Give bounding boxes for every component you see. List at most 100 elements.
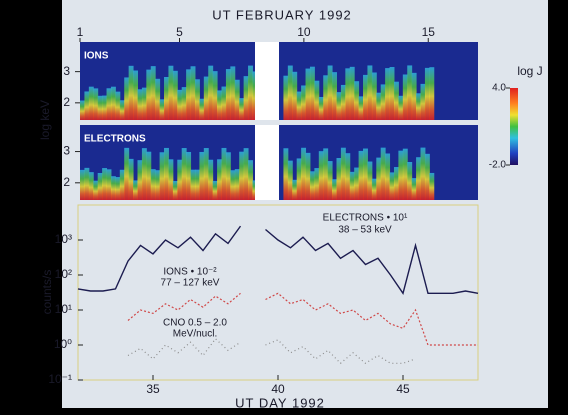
spectrogram-texture [190,169,196,200]
spectrogram-texture [225,69,231,120]
spectrogram-texture [336,158,342,200]
spectrogram-texture [327,161,333,200]
spectrogram-texture [217,159,223,200]
spectrogram-texture [314,80,320,120]
spectrogram-texture [80,100,85,120]
spectrogram-texture [128,158,134,200]
spectrogram-texture [190,66,196,120]
spectrogram-texture [252,180,258,200]
spectrogram-texture [305,152,311,200]
spectrogram-texture [283,75,289,120]
y-tick-label: 10¹ [55,302,72,316]
spectrogram-texture [318,96,324,120]
spectrogram-texture [217,90,223,120]
spectrogram-texture [110,86,116,120]
spectrogram-texture [93,88,99,120]
spectrogram-texture [424,153,430,200]
spectrogram-texture [398,95,404,120]
spectrogram-texture [225,152,231,200]
spectrogram-texture [416,157,422,200]
top-x-tick-label: 5 [176,25,183,39]
x-tick-label: 35 [146,382,160,396]
spectrogram-texture [133,180,138,200]
x-tick-label: 45 [396,382,410,396]
spectrogram-texture [155,78,161,120]
spectrogram-texture [345,68,351,120]
spectrogram-texture [345,153,351,200]
spectrogram-texture [133,70,138,120]
spectrogram-texture [115,177,121,200]
spectrogram-texture [168,159,174,200]
spectrogram-texture [385,68,391,120]
spectrogram-texture [385,153,391,200]
colorbar-label: log J [517,64,542,78]
spectrogram-texture [84,91,90,120]
panel-label: ELECTRONS [84,134,146,145]
spectrogram-texture [230,170,236,200]
x-tick-label: 40 [271,382,285,396]
spectrogram-texture [407,161,413,200]
spectrogram-texture [110,176,116,200]
spectrogram-texture [309,171,315,200]
spectrogram-y-tick-label: 3 [63,144,70,158]
line-y-label: counts/s [40,270,54,315]
spectrogram-texture [354,81,360,120]
spectrogram-texture [102,95,108,120]
spectrogram-texture [301,85,307,120]
annotation: ELECTRONS • 10¹ [323,213,408,224]
top-x-tick-label: 10 [297,25,311,39]
annotation: IONS • 10⁻² [163,267,217,278]
spectrogram-texture [146,69,152,120]
spectrogram-texture [309,66,315,120]
spectrogram-texture [172,180,178,200]
spectrogram-texture [252,71,258,120]
spectrogram-texture [194,169,200,200]
spectrogram-texture [420,147,426,200]
spectrogram-texture [332,72,337,120]
spectrogram-texture [336,92,342,120]
spectrogram-texture [93,180,99,200]
spectrogram-texture [199,151,205,200]
y-tick-label: 10⁰ [54,337,72,351]
spectrogram-texture [141,148,147,200]
spectrogram-texture [239,151,245,200]
spectrogram-texture [168,65,174,120]
spectrogram-texture [380,84,386,120]
colorbar-tick-label: -2.0 [489,160,507,171]
spectrogram-texture [367,65,373,120]
spectrogram-texture [124,147,130,200]
spectrogram-texture [199,98,205,120]
spectrogram-texture [292,71,298,120]
spectrogram-texture [234,169,240,200]
series-line [127,337,416,365]
spectrogram-y-label: log keV [38,100,52,140]
spectrogram-y-tick-label: 2 [63,175,70,189]
y-tick-label: 10³ [55,232,72,246]
spectrogram-texture [181,87,187,120]
spectrogram-texture [203,76,209,120]
spectrogram-texture [283,148,289,200]
spectrogram-texture [407,65,413,120]
spectrogram-texture [332,179,337,200]
spectrogram-texture [327,65,333,120]
spectrogram-texture [340,84,346,120]
spectrogram-texture [243,76,249,120]
spectrogram-texture [314,168,320,200]
spectrogram-texture [376,92,382,120]
spectrogram-texture [340,147,346,200]
spectrogram-texture [411,72,417,120]
colorbar [510,88,518,165]
spectrogram-texture [88,86,94,120]
spectrogram-texture [119,100,125,120]
spectrogram-texture [292,179,298,200]
spectrogram-texture [146,151,152,200]
spectrogram-texture [376,157,382,200]
spectrogram-texture [181,148,187,200]
spectrogram-texture [141,87,147,120]
spectrogram-texture [393,167,399,200]
spectrogram-texture [429,172,435,200]
spectrogram-texture [177,89,183,120]
spectrogram-texture [97,172,103,200]
annotation: 38 – 53 keV [338,225,392,236]
spectrogram-texture [389,67,395,120]
